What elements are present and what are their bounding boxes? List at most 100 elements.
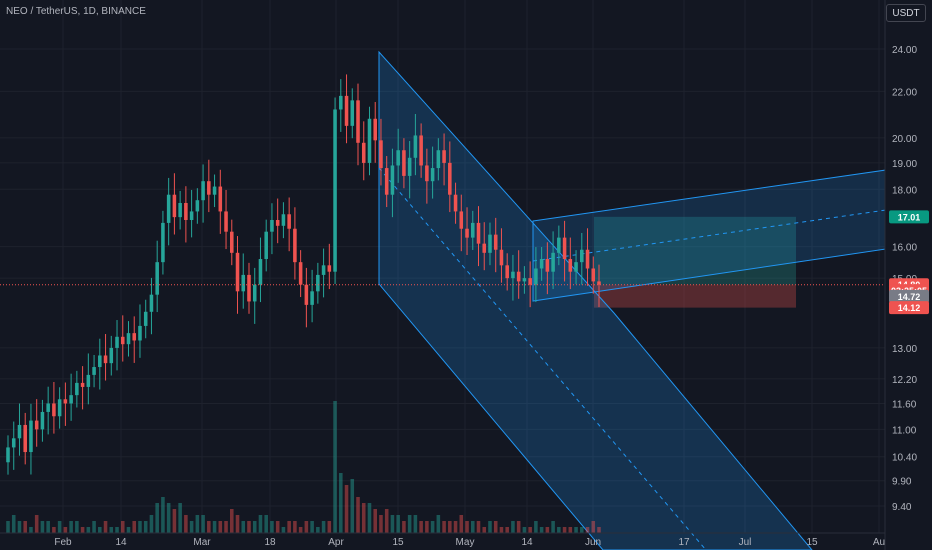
price-badge-label: 14.72 xyxy=(898,292,921,302)
candle-body xyxy=(327,265,332,272)
candle-body xyxy=(247,274,251,302)
candle-body xyxy=(195,200,200,212)
volume-bar xyxy=(69,521,73,533)
candle-body xyxy=(361,142,366,163)
candle-body xyxy=(585,249,590,269)
candle-body xyxy=(75,382,79,396)
volume-bar xyxy=(511,521,515,533)
x-tick-label: Mar xyxy=(193,537,211,548)
volume-bar xyxy=(80,527,85,533)
candle-body xyxy=(235,252,240,292)
candle-body xyxy=(98,355,102,368)
candle-body xyxy=(304,284,309,305)
volume-bar xyxy=(166,503,171,533)
candle-body xyxy=(115,336,119,348)
volume-bar xyxy=(264,515,268,533)
volume-bar xyxy=(29,527,33,533)
candle-body xyxy=(402,150,406,176)
volume-bar xyxy=(396,515,400,533)
candle-body xyxy=(17,424,22,439)
volume-bar xyxy=(63,527,68,533)
volume-bar xyxy=(367,503,372,533)
candle-body xyxy=(229,231,234,253)
volume-bar xyxy=(419,521,423,533)
volume-bar xyxy=(413,515,418,533)
volume-bar xyxy=(304,521,309,533)
volume-bar xyxy=(103,521,108,533)
candle-body xyxy=(591,268,596,282)
volume-bar xyxy=(356,497,360,533)
candle-body xyxy=(149,294,154,312)
candle-body xyxy=(293,228,297,263)
x-tick-label: 14 xyxy=(521,537,533,548)
volume-bar xyxy=(132,521,137,533)
price-axis[interactable]: 24.0022.0020.0019.0018.0016.0015.0013.00… xyxy=(884,0,932,550)
x-tick-label: 17 xyxy=(678,537,690,548)
candle-body xyxy=(120,336,125,345)
volume-bar xyxy=(86,527,91,533)
volume-bar xyxy=(339,473,343,533)
volume-bar xyxy=(534,521,538,533)
volume-bar xyxy=(430,521,435,533)
profit-zone xyxy=(594,216,796,285)
volume-bar xyxy=(57,521,62,533)
candle-body xyxy=(482,243,487,253)
volume-bar xyxy=(516,521,521,533)
volume-bar xyxy=(115,527,119,533)
volume-bar xyxy=(143,521,148,533)
volume-bar xyxy=(344,485,349,533)
candle-body xyxy=(321,265,326,275)
volume-bar xyxy=(597,527,601,533)
candle-body xyxy=(52,403,56,417)
volume-bar xyxy=(442,521,446,533)
candle-body xyxy=(597,281,601,285)
volume-bar xyxy=(241,521,246,533)
volume-bar xyxy=(6,521,10,533)
volume-bar xyxy=(557,527,561,533)
volume-bar xyxy=(17,521,22,533)
time-axis[interactable]: Feb 14 Mar 18 Apr 15 May 14 Jun 17 Jul 15 Au xyxy=(0,532,885,548)
price-axis-bg xyxy=(885,0,932,550)
candle-body xyxy=(40,411,45,430)
descending-channel-median xyxy=(378,167,707,550)
candle-body xyxy=(516,271,521,282)
volume-bar xyxy=(465,521,469,533)
volume-bar xyxy=(562,527,567,533)
currency-button[interactable]: USDT xyxy=(886,4,926,22)
volume-bar xyxy=(298,527,303,533)
chart-title: NEO / TetherUS, 1D, BINANCE xyxy=(6,6,146,17)
volume-bar xyxy=(384,509,389,533)
position-zones xyxy=(594,216,796,308)
volume-bar xyxy=(448,521,452,533)
candle-body xyxy=(155,262,159,295)
candle-body xyxy=(465,228,469,238)
candle-body xyxy=(373,118,378,141)
candle-body xyxy=(103,355,108,364)
candle-body xyxy=(436,150,441,169)
candle-body xyxy=(488,234,492,253)
candle-body xyxy=(493,234,498,250)
volume-bar xyxy=(287,521,291,533)
grid xyxy=(0,0,885,533)
volume-bar xyxy=(574,527,578,533)
volume-bar xyxy=(155,503,159,533)
x-tick-label: 18 xyxy=(264,537,276,548)
y-tick-label: 16.00 xyxy=(892,243,917,254)
volume-bar xyxy=(229,509,234,533)
volume-bar xyxy=(11,515,16,533)
volume-bar xyxy=(459,515,464,533)
candle-body xyxy=(448,162,452,195)
y-tick-label: 18.00 xyxy=(892,185,917,196)
volume-bar xyxy=(522,527,527,533)
x-tick-label: 14 xyxy=(115,537,127,548)
candle-body xyxy=(109,347,114,364)
candle-body xyxy=(384,168,389,195)
candle-body xyxy=(252,284,257,302)
candle-body xyxy=(189,211,194,221)
candle-body xyxy=(201,181,205,201)
candle-body xyxy=(568,259,573,272)
volume-bar xyxy=(545,527,550,533)
volume-bar xyxy=(476,521,481,533)
candle-body xyxy=(350,100,355,126)
